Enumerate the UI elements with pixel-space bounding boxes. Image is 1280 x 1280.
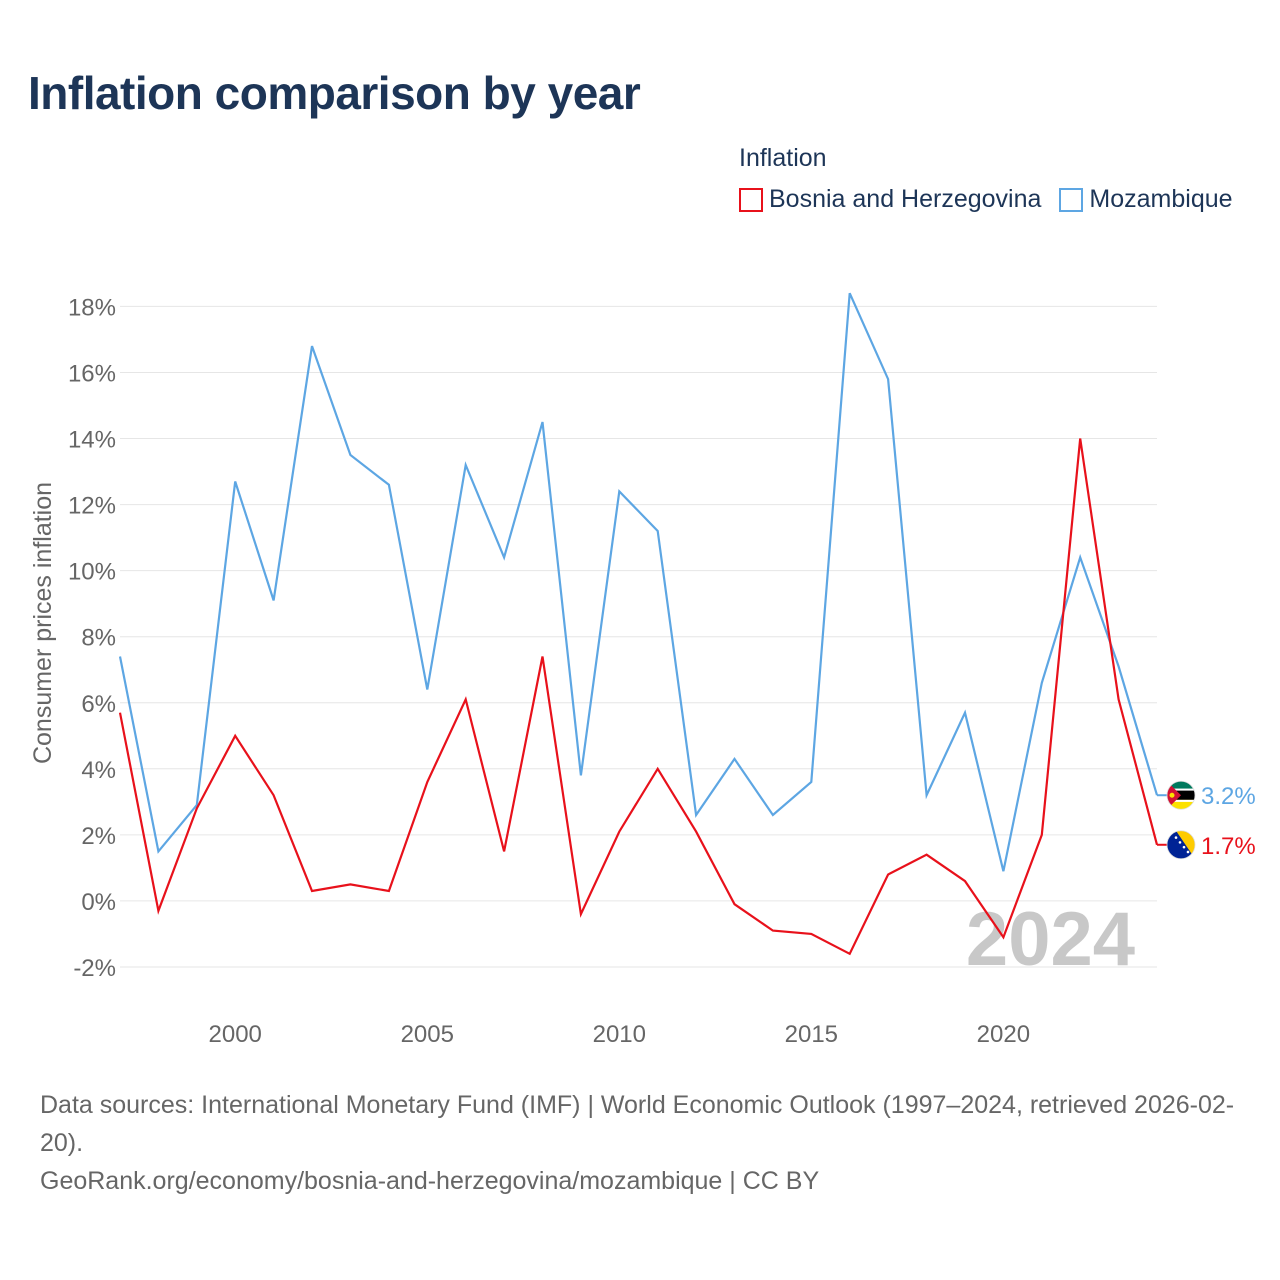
y-tick-label: 14%	[68, 427, 116, 454]
y-tick-label: 0%	[81, 889, 116, 916]
y-tick-label: 2%	[81, 823, 116, 850]
x-tick-label: 2005	[401, 1021, 454, 1048]
y-tick-label: -2%	[73, 955, 116, 982]
legend-label-mozambique: Mozambique	[1089, 185, 1233, 213]
x-tick-label: 2020	[977, 1021, 1030, 1048]
data-sources: Data sources: International Monetary Fun…	[40, 1091, 1235, 1157]
attribution-link[interactable]: GeoRank.org/economy/bosnia-and-herzegovi…	[40, 1167, 820, 1195]
x-axis-ticks: 2000 2005 2010 2015 2020	[209, 1021, 1031, 1048]
y-tick-label: 10%	[68, 559, 116, 586]
gridlines	[120, 305, 1157, 968]
end-labels: 3.2% 1.7%	[1157, 780, 1256, 860]
series-line-bosnia[interactable]	[118, 438, 1159, 956]
x-tick-label: 2000	[209, 1021, 262, 1048]
y-tick-label: 6%	[81, 691, 116, 718]
y-tick-label: 12%	[68, 493, 116, 520]
legend-title: Inflation	[739, 144, 827, 172]
y-tick-label: 4%	[81, 757, 116, 784]
series-line-mozambique[interactable]	[118, 292, 1159, 872]
end-label-bosnia: 1.7%	[1201, 833, 1256, 860]
year-watermark: 2024	[966, 897, 1135, 982]
series-lines	[118, 292, 1159, 956]
legend-swatch-mozambique	[1059, 187, 1084, 212]
legend-item-mozambique[interactable]: Mozambique	[1059, 185, 1233, 214]
legend-item-bosnia[interactable]: Bosnia and Herzegovina	[739, 185, 1041, 214]
line-chart: 2024 -2%0%2%4%6%8%10%12%14%16%18% 2000 20…	[29, 292, 1256, 1048]
y-tick-label: 16%	[68, 360, 116, 387]
mozambique-flag-icon	[1166, 780, 1196, 810]
footer: Data sources: International Monetary Fun…	[40, 1086, 1250, 1200]
legend-swatch-bosnia	[739, 187, 763, 212]
y-tick-label: 18%	[68, 294, 116, 321]
y-axis-ticks: -2% 0% 2% 4% 6% 8% 10% 12% 14% 16% 18%	[68, 294, 116, 982]
bosnia-flag-icon	[1166, 830, 1196, 860]
y-tick-label: 8%	[81, 625, 116, 652]
legend: Inflation Bosnia and Herzegovina Mozambi…	[739, 144, 1233, 214]
y-axis-label: Consumer prices inflation	[29, 482, 57, 764]
x-tick-label: 2015	[785, 1021, 838, 1048]
legend-label-bosnia: Bosnia and Herzegovina	[769, 185, 1042, 213]
chart-title: Inflation comparison by year	[28, 67, 641, 119]
end-label-mozambique: 3.2%	[1201, 783, 1256, 810]
x-tick-label: 2010	[593, 1021, 646, 1048]
